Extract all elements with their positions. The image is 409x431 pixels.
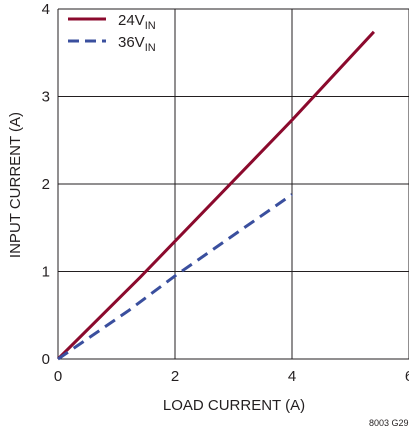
y-tick-label-1: 1 — [42, 264, 50, 281]
legend-label-36vin-sub: IN — [145, 42, 156, 54]
legend: 24VIN 36VIN — [68, 12, 156, 54]
tick-labels: 0 2 4 6 0 1 2 3 4 — [42, 1, 409, 385]
legend-label-36vin: 36VIN — [118, 34, 156, 54]
figure-id: 8003 G29 — [369, 418, 409, 428]
y-tick-label-4: 4 — [42, 1, 50, 18]
x-axis-title: LOAD CURRENT (A) — [163, 397, 305, 414]
series-line-24vin — [56, 30, 375, 361]
legend-label-24vin: 24VIN — [118, 12, 156, 32]
x-tick-label-2: 4 — [288, 368, 296, 385]
legend-label-24vin-sub: IN — [145, 20, 156, 32]
series-lines — [56, 30, 375, 361]
x-tick-label-1: 2 — [171, 368, 179, 385]
legend-label-24vin-main: 24V — [118, 12, 145, 29]
y-tick-label-0: 0 — [42, 351, 50, 368]
x-tick-label-0: 0 — [54, 368, 62, 385]
legend-label-36vin-main: 36V — [118, 34, 145, 51]
y-tick-label-2: 2 — [42, 176, 50, 193]
grid — [57, 8, 409, 360]
y-axis-title: INPUT CURRENT (A) — [7, 112, 24, 258]
series-line-36vin — [57, 193, 293, 361]
y-tick-label-3: 3 — [42, 89, 50, 106]
x-tick-label-3: 6 — [405, 368, 409, 385]
